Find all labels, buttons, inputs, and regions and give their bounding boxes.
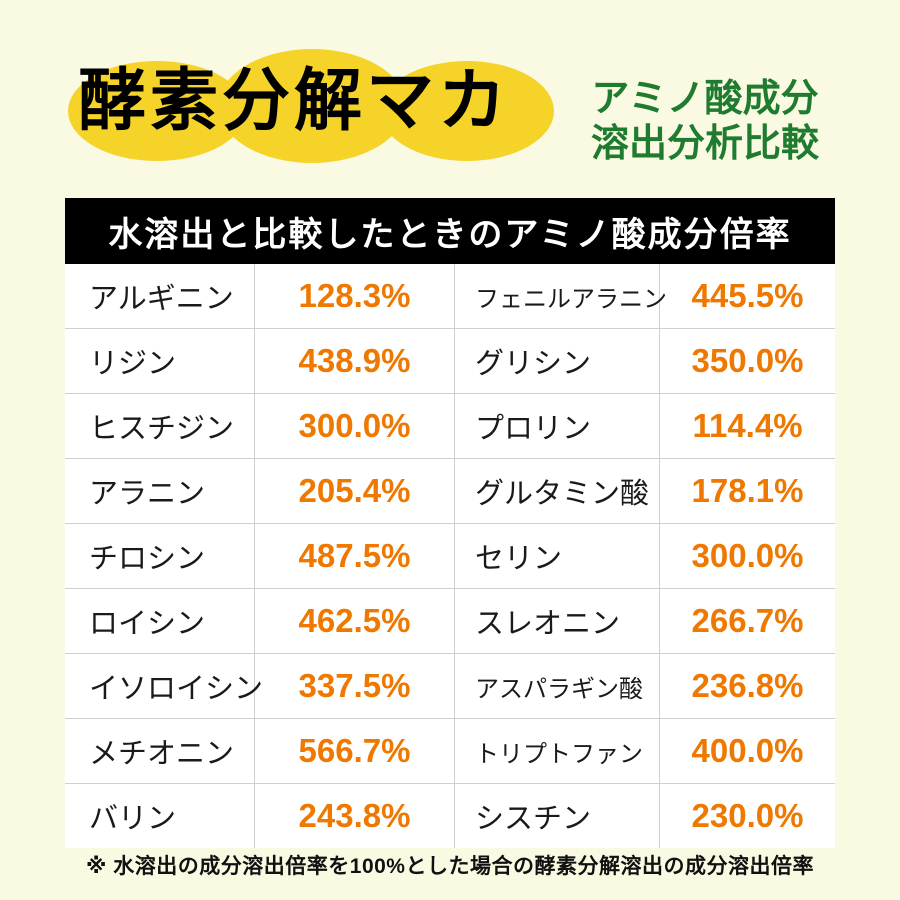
yellow-ellipse-decoration <box>68 61 246 161</box>
amino-acid-value: 487.5% <box>255 524 455 588</box>
table-row: イソロイシン 337.5% アスパラギン酸 236.8% <box>65 654 835 719</box>
title-group: 酵素分解マカ <box>68 45 560 177</box>
amino-acid-value: 462.5% <box>255 589 455 653</box>
amino-acid-name: ヒスチジン <box>65 394 255 458</box>
amino-acid-value: 236.8% <box>691 667 804 704</box>
amino-acid-value: 438.9% <box>255 329 455 393</box>
amino-acid-name: フェニルアラニン <box>455 264 667 328</box>
table-title-banner: 水溶出と比較したときのアミノ酸成分倍率 <box>65 198 835 264</box>
amino-acid-value: 350.0% <box>691 342 804 379</box>
amino-acid-value: 566.7% <box>255 719 455 783</box>
amino-acid-value: 114.4% <box>692 407 803 444</box>
table-row: アルギニン 128.3% フェニルアラニン 445.5% <box>65 264 835 329</box>
amino-acid-name: プロリン <box>455 394 660 458</box>
amino-acid-value: 445.5% <box>691 277 804 314</box>
amino-acid-name: グリシン <box>455 329 660 393</box>
amino-acid-name: バリン <box>65 784 255 848</box>
amino-acid-value: 128.3% <box>255 264 455 328</box>
amino-acid-name: ロイシン <box>65 589 255 653</box>
amino-acid-value: 337.5% <box>255 654 455 718</box>
amino-acid-value: 243.8% <box>255 784 455 848</box>
yellow-ellipse-decoration <box>218 49 406 163</box>
amino-acid-name: アスパラギン酸 <box>455 654 660 718</box>
yellow-ellipse-decoration <box>380 61 554 161</box>
amino-acid-name: グルタミン酸 <box>455 459 660 523</box>
table-row: ヒスチジン 300.0% プロリン 114.4% <box>65 394 835 459</box>
amino-acid-name: スレオニン <box>455 589 660 653</box>
amino-acid-name: アルギニン <box>65 264 255 328</box>
amino-acid-name: シスチン <box>455 784 660 848</box>
amino-acid-value: 300.0% <box>255 394 455 458</box>
footnote: ※ 水溶出の成分溶出倍率を100%とした場合の酵素分解溶出の成分溶出倍率 <box>86 855 814 878</box>
table-row: チロシン 487.5% セリン 300.0% <box>65 524 835 589</box>
amino-acid-name: トリプトファン <box>455 719 660 783</box>
amino-acid-name: メチオニン <box>65 719 255 783</box>
amino-acid-name: アラニン <box>65 459 255 523</box>
page-title: 酵素分解マカ <box>78 63 511 139</box>
table-row: ロイシン 462.5% スレオニン 266.7% <box>65 589 835 654</box>
table-row: アラニン 205.4% グルタミン酸 178.1% <box>65 459 835 524</box>
amino-acid-name: セリン <box>455 524 660 588</box>
amino-acid-value: 205.4% <box>255 459 455 523</box>
amino-acid-name: チロシン <box>65 524 255 588</box>
amino-acid-table: アルギニン 128.3% フェニルアラニン 445.5% リジン 438.9% グリシン 35… <box>65 264 835 848</box>
table-row: メチオニン 566.7% トリプトファン 400.0% <box>65 719 835 784</box>
subtitle-line2: 溶出分析比較 <box>590 122 819 165</box>
amino-acid-value: 178.1% <box>691 472 804 509</box>
header: 酵素分解マカ アミノ酸成分 溶出分析比較 <box>60 45 850 195</box>
table-row: バリン 243.8% シスチン 230.0% <box>65 784 835 848</box>
amino-acid-value: 300.0% <box>691 537 804 574</box>
table-row: リジン 438.9% グリシン 350.0% <box>65 329 835 394</box>
amino-acid-value: 230.0% <box>691 797 804 834</box>
subtitle-line1: アミノ酸成分 <box>591 78 819 120</box>
amino-acid-value: 266.7% <box>691 602 804 639</box>
amino-acid-name: イソロイシン <box>65 654 263 718</box>
amino-acid-name: リジン <box>65 329 255 393</box>
amino-acid-value: 400.0% <box>691 732 804 769</box>
subtitle: アミノ酸成分 溶出分析比較 <box>560 77 850 167</box>
